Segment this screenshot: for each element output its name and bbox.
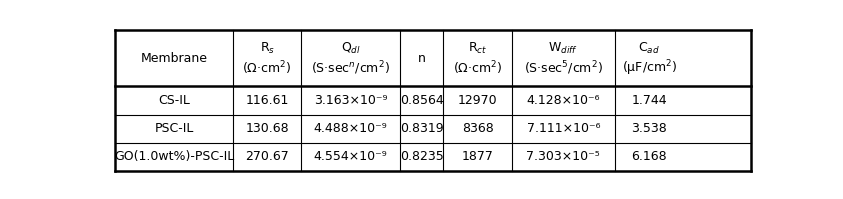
Text: R$_{ct}$: R$_{ct}$	[468, 41, 487, 56]
Text: 4.128×10⁻⁶: 4.128×10⁻⁶	[527, 94, 600, 107]
Text: 6.168: 6.168	[631, 150, 667, 163]
Text: Q$_{dl}$: Q$_{dl}$	[341, 41, 361, 56]
Text: (S·sec$^5$/cm$^2$): (S·sec$^5$/cm$^2$)	[524, 59, 603, 77]
Text: Membrane: Membrane	[141, 52, 207, 65]
Text: 1.744: 1.744	[631, 94, 667, 107]
Text: (Ω·cm$^2$): (Ω·cm$^2$)	[243, 59, 292, 77]
Text: GO(1.0wt%)-PSC-IL: GO(1.0wt%)-PSC-IL	[114, 150, 234, 163]
Text: 1877: 1877	[462, 150, 493, 163]
Text: 116.61: 116.61	[245, 94, 289, 107]
Text: 3.163×10⁻⁹: 3.163×10⁻⁹	[314, 94, 388, 107]
Text: n: n	[417, 52, 426, 65]
Text: CS-IL: CS-IL	[158, 94, 190, 107]
Text: (μF/cm$^2$): (μF/cm$^2$)	[621, 58, 677, 78]
Text: 12970: 12970	[458, 94, 497, 107]
Text: 3.538: 3.538	[631, 122, 667, 135]
Text: PSC-IL: PSC-IL	[154, 122, 194, 135]
Text: 0.8564: 0.8564	[400, 94, 443, 107]
Text: C$_{ad}$: C$_{ad}$	[638, 41, 660, 56]
Text: W$_{diff}$: W$_{diff}$	[549, 41, 578, 56]
Text: (Ω·cm$^2$): (Ω·cm$^2$)	[453, 59, 502, 77]
Text: 130.68: 130.68	[245, 122, 289, 135]
Text: 8368: 8368	[462, 122, 493, 135]
Text: 270.67: 270.67	[245, 150, 289, 163]
Text: 0.8235: 0.8235	[400, 150, 443, 163]
Text: (S·sec$^n$/cm$^2$): (S·sec$^n$/cm$^2$)	[311, 59, 390, 77]
Text: 0.8319: 0.8319	[400, 122, 443, 135]
Text: 4.488×10⁻⁹: 4.488×10⁻⁹	[314, 122, 388, 135]
Text: 7.303×10⁻⁵: 7.303×10⁻⁵	[527, 150, 600, 163]
Text: R$_s$: R$_s$	[260, 41, 275, 56]
Text: 7.111×10⁻⁶: 7.111×10⁻⁶	[527, 122, 600, 135]
Text: 4.554×10⁻⁹: 4.554×10⁻⁹	[314, 150, 388, 163]
